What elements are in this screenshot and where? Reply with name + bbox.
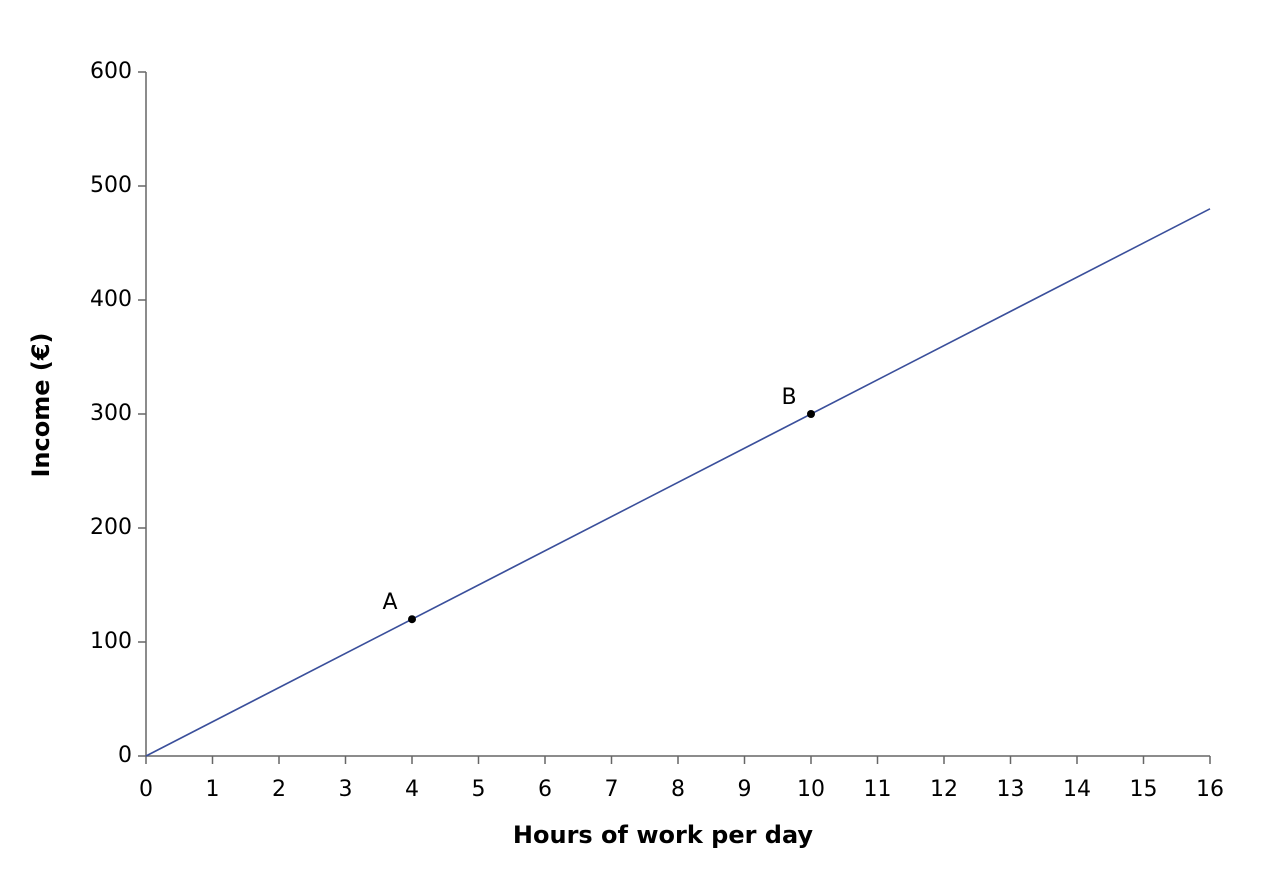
x-tick-label: 10 (797, 777, 825, 802)
x-tick-label: 11 (864, 777, 892, 802)
x-tick-label: 3 (339, 777, 353, 802)
x-tick-label: 0 (139, 777, 153, 802)
x-tick-label: 16 (1196, 777, 1224, 802)
y-tick-label: 200 (90, 515, 132, 540)
point-label: B (781, 385, 796, 410)
x-tick-label: 6 (538, 777, 552, 802)
point (807, 410, 815, 418)
point (408, 615, 416, 624)
y-tick-label: 500 (90, 173, 132, 198)
x-tick-label: 5 (472, 777, 486, 802)
x-tick-label: 4 (405, 777, 419, 802)
x-tick-label: 8 (671, 777, 685, 802)
x-axis-label: Hours of work per day (513, 821, 814, 849)
y-axis-label: Income (€) (27, 332, 55, 477)
y-tick-label: 600 (90, 59, 132, 84)
x-tick-label: 9 (738, 777, 752, 802)
x-tick-label: 12 (930, 777, 958, 802)
x-tick-label: 1 (206, 777, 220, 802)
x-tick-label: 13 (997, 777, 1025, 802)
y-tick-label: 300 (90, 401, 132, 426)
x-tick-label: 2 (272, 777, 286, 802)
y-tick-label: 400 (90, 287, 132, 312)
x-tick-label: 15 (1130, 777, 1158, 802)
x-tick-label: 14 (1063, 777, 1091, 802)
y-tick-label: 100 (90, 629, 132, 654)
y-tick-label: 0 (118, 743, 132, 768)
x-tick-label: 7 (605, 777, 619, 802)
line (145, 208, 1211, 757)
point-label: A (382, 590, 397, 615)
